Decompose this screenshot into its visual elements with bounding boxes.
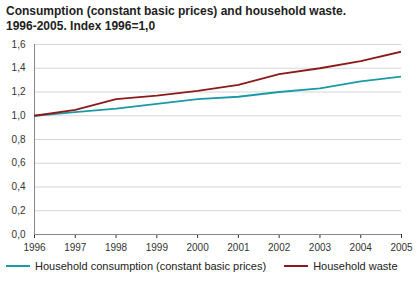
- svg-text:0,2: 0,2: [12, 205, 26, 216]
- svg-text:0,8: 0,8: [12, 134, 26, 145]
- svg-text:0,0: 0,0: [12, 229, 26, 240]
- svg-text:1999: 1999: [146, 242, 169, 253]
- html-text:Consumption (constant basic pr: Consumption (constant basic prices) and …: [6, 4, 346, 33]
- svg-text:1996: 1996: [23, 242, 46, 253]
- svg-text:1,4: 1,4: [12, 62, 26, 73]
- svg-text:1997: 1997: [64, 242, 87, 253]
- svg-text:0,6: 0,6: [12, 157, 26, 168]
- svg-text:2003: 2003: [309, 242, 332, 253]
- svg-text:2004: 2004: [350, 242, 373, 253]
- svg-text:0,4: 0,4: [12, 181, 26, 192]
- svg-text:2005: 2005: [390, 242, 413, 253]
- svg-text:1,2: 1,2: [12, 86, 26, 97]
- html-text:Household waste: Household waste: [313, 260, 398, 272]
- svg-text:2000: 2000: [186, 242, 209, 253]
- svg-text:1,6: 1,6: [12, 39, 26, 50]
- svg-text:2002: 2002: [268, 242, 291, 253]
- svg-text:1,0: 1,0: [12, 110, 26, 121]
- svg-text:1998: 1998: [105, 242, 128, 253]
- svg-text:2001: 2001: [227, 242, 250, 253]
- html-text:Household consumption (constan: Household consumption (constant basic pr…: [35, 260, 267, 272]
